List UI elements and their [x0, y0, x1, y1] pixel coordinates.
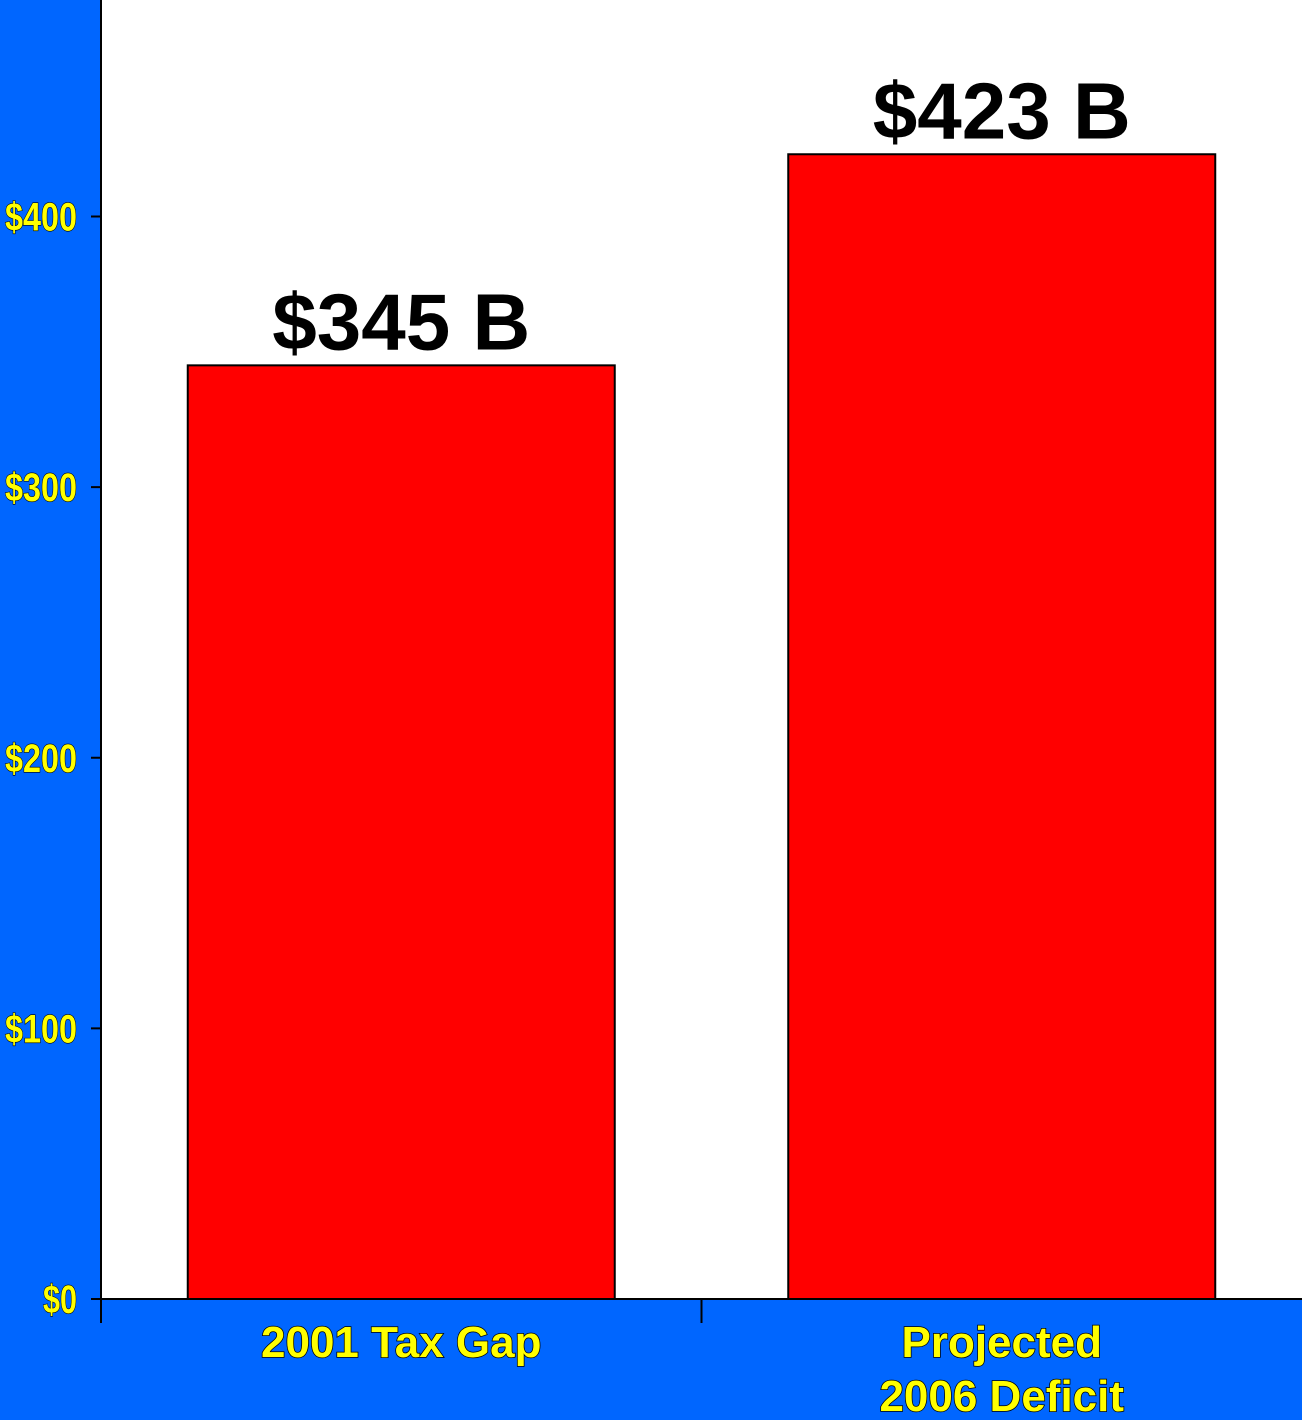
category-label-1: 2001 Tax Gap — [261, 1318, 541, 1367]
bar-1 — [186, 364, 616, 1300]
y-tick-label-1: $100 — [5, 1007, 77, 1051]
y-tick-label-0: $0 — [43, 1278, 77, 1322]
y-tick-label-4: $400 — [5, 196, 77, 240]
data-label-2: $423 B — [873, 66, 1131, 155]
y-tick-label-2: $200 — [5, 737, 77, 781]
y-tick-label-3: $300 — [5, 466, 77, 510]
category-label-2-line-2: 2006 Deficit — [879, 1372, 1124, 1420]
bar-2 — [787, 153, 1217, 1301]
category-label-2-line-1: Projected — [901, 1318, 1102, 1367]
data-label-1: $345 B — [272, 277, 530, 366]
